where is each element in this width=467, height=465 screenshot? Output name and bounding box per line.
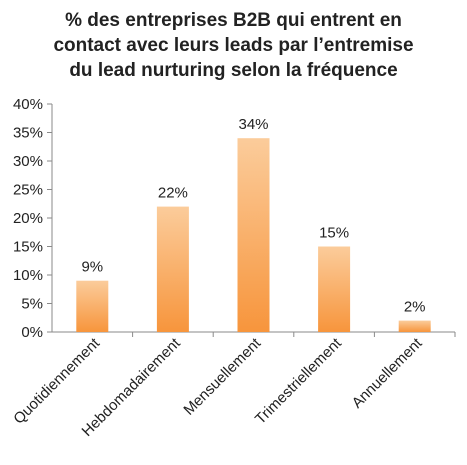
y-tick-label: 35% (13, 125, 43, 142)
data-label: 22% (158, 185, 188, 202)
chart-title-line: du lead nurturing selon la fréquence (69, 60, 398, 81)
data-label: 2% (404, 299, 426, 316)
y-tick-label: 20% (13, 210, 43, 227)
bar (156, 206, 189, 332)
axes: 0% 5% 10% 15% 20% 25% 30% 35% 40% (13, 96, 456, 341)
bar (76, 280, 109, 332)
bar (398, 320, 431, 332)
chart-title-line: contact avec leurs leads par l’entremise (53, 35, 414, 56)
y-tick-label: 10% (13, 267, 43, 284)
data-label: 34% (238, 116, 268, 133)
bar (318, 246, 351, 332)
y-tick-label: 0% (21, 324, 43, 341)
y-tick-label: 15% (13, 239, 43, 256)
y-tick-label: 30% (13, 153, 43, 170)
y-tick-label: 5% (21, 296, 43, 313)
category-label: Mensuellement (180, 334, 265, 419)
y-tick-label: 40% (13, 96, 43, 113)
category-label: Annuellement (349, 334, 426, 411)
labels: 9%Quotidiennement22%Hebdomadairement34%M… (10, 116, 426, 440)
bars (76, 138, 431, 332)
chart-title: % des entreprises B2B qui entrent en con… (0, 8, 467, 83)
data-label: 9% (81, 259, 103, 276)
category-label: Trimestriellement (252, 334, 346, 428)
category-label: Quotidiennement (10, 334, 103, 427)
bar (237, 138, 270, 332)
y-tick-label: 25% (13, 182, 43, 199)
chart-title-line: % des entreprises B2B qui entrent en (65, 10, 402, 31)
data-label: 15% (319, 225, 349, 242)
